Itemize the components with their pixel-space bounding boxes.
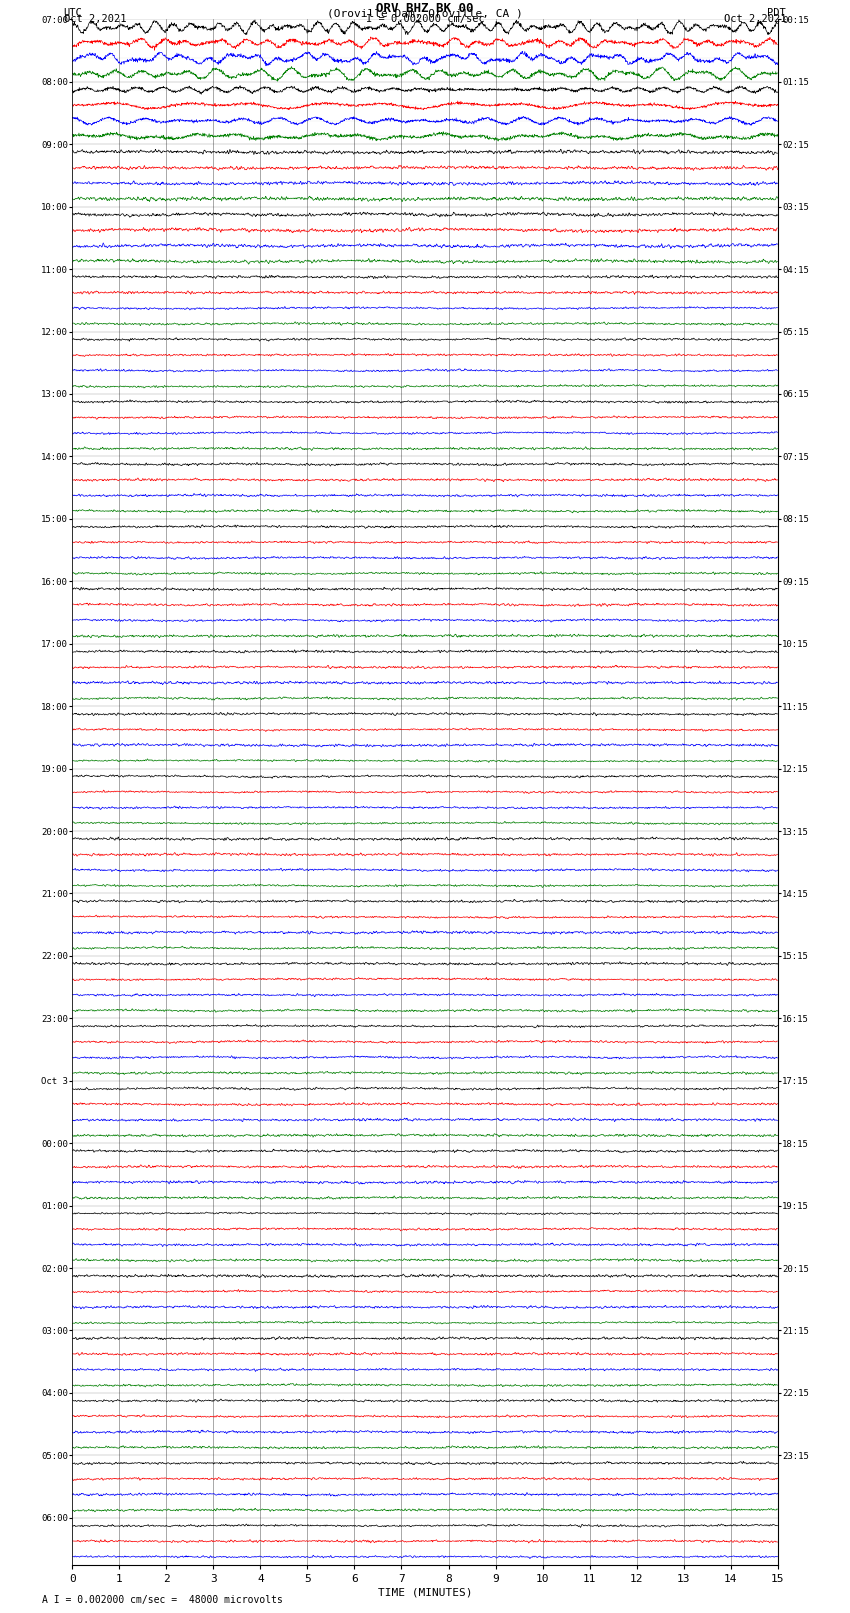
Text: A I = 0.002000 cm/sec =  48000 microvolts: A I = 0.002000 cm/sec = 48000 microvolts — [42, 1595, 283, 1605]
Text: PDT: PDT — [768, 8, 786, 18]
Text: ORV BHZ BK 00: ORV BHZ BK 00 — [377, 3, 473, 16]
Text: UTC: UTC — [64, 8, 82, 18]
X-axis label: TIME (MINUTES): TIME (MINUTES) — [377, 1587, 473, 1598]
Text: Oct 2,2021: Oct 2,2021 — [723, 15, 786, 24]
Text: Oct 2,2021: Oct 2,2021 — [64, 15, 127, 24]
Text: I = 0.002000 cm/sec: I = 0.002000 cm/sec — [366, 15, 484, 24]
Text: (Oroville Dam, Oroville, CA ): (Oroville Dam, Oroville, CA ) — [327, 8, 523, 18]
